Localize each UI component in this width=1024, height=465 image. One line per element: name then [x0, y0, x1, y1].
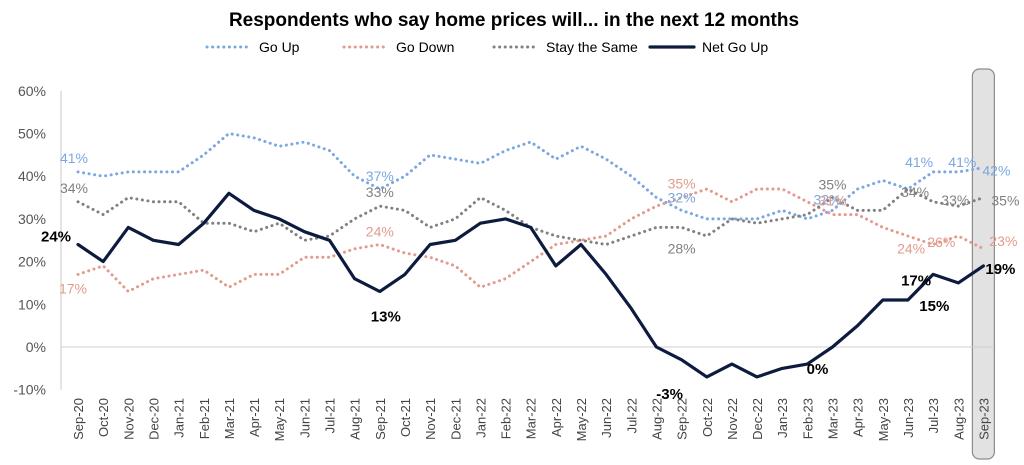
data-label: 26% — [927, 234, 955, 250]
data-label: 33% — [941, 192, 969, 208]
x-tick-label: Sep-22 — [675, 398, 690, 440]
legend-label-go-up: Go Up — [259, 39, 300, 55]
data-label: 17% — [901, 272, 931, 289]
data-label: 23% — [989, 233, 1017, 249]
x-tick-label: Feb-22 — [499, 398, 514, 439]
x-tick-label: Mar-22 — [524, 398, 539, 439]
x-tick-label: Jun-21 — [297, 398, 312, 438]
series-layer — [76, 132, 986, 379]
series-go-up-line — [76, 132, 985, 221]
series-net-go-up-line — [76, 191, 986, 379]
series-stay-the-same-line — [76, 187, 985, 246]
data-label: 19% — [985, 261, 1015, 278]
x-tick-label: Apr-21 — [247, 398, 262, 437]
data-label: 24% — [366, 224, 394, 240]
x-tick-label: Oct-21 — [398, 398, 413, 437]
x-tick-label: Sep-20 — [71, 398, 86, 440]
data-label: 37% — [366, 168, 394, 184]
data-label: 34% — [901, 184, 929, 200]
x-axis: Sep-20 Oct-20 Nov-20 Dec-20 Jan-21 Feb-21 Mar-… — [61, 346, 993, 441]
data-label: 17% — [59, 280, 87, 296]
x-tick-label: Nov-21 — [423, 398, 438, 440]
data-label: 42% — [982, 163, 1010, 179]
x-tick-label: Nov-20 — [121, 398, 136, 440]
x-tick-label: Jun-23 — [901, 398, 916, 438]
chart-title: Respondents who say home prices will... … — [229, 10, 799, 31]
x-tick-label: Feb-23 — [800, 398, 815, 439]
y-tick-label: 60% — [18, 83, 46, 99]
series-go-down-line — [76, 187, 985, 293]
data-label: 24% — [897, 241, 925, 257]
x-tick-label: Apr-22 — [549, 398, 564, 437]
y-tick-label: 30% — [18, 211, 46, 227]
y-tick-label: 40% — [18, 168, 46, 184]
x-tick-label: Sep-23 — [976, 398, 991, 440]
x-tick-label: Jul-22 — [624, 398, 639, 433]
x-tick-label: Dec-21 — [448, 398, 463, 440]
x-tick-label: Mar-23 — [826, 398, 841, 439]
x-tick-label: Sep-21 — [373, 398, 388, 440]
data-label: 32% — [668, 189, 696, 205]
x-tick-label: Oct-22 — [700, 398, 715, 437]
highlight-box — [971, 68, 996, 460]
data-label: 0% — [807, 361, 829, 378]
x-tick-label: Aug-22 — [649, 398, 664, 440]
x-tick-label: Jul-23 — [926, 398, 941, 433]
legend: Go Up Go Down Stay the Same Net Go Up — [205, 39, 768, 55]
legend-label-net-go-up: Net Go Up — [702, 39, 768, 55]
data-label: 41% — [60, 150, 88, 166]
y-tick-label: 0% — [26, 339, 46, 355]
x-tick-label: May-22 — [574, 398, 589, 441]
data-label: 34% — [60, 180, 88, 196]
x-tick-label: Aug-21 — [348, 398, 363, 440]
legend-label-stay-the-same: Stay the Same — [546, 39, 638, 55]
data-label: 35% — [991, 193, 1019, 209]
data-label: 15% — [919, 298, 949, 315]
x-tick-label: Dec-20 — [146, 398, 161, 440]
x-tick-label: Jan-23 — [775, 398, 790, 438]
data-labels: 41%37%32% 32%41% 41%42%17%24%35%31%24% 26% 2… — [41, 150, 1019, 403]
x-tick-label: May-23 — [876, 398, 891, 441]
data-label: 35% — [818, 177, 846, 193]
x-tick-label: Jan-22 — [473, 398, 488, 438]
data-label: 41% — [905, 154, 933, 170]
y-tick-label: 20% — [18, 254, 46, 270]
x-tick-label: Jul-21 — [323, 398, 338, 433]
legend-label-go-down: Go Down — [396, 39, 454, 55]
x-tick-label: Jan-21 — [172, 398, 187, 438]
x-tick-label: May-21 — [272, 398, 287, 441]
data-label: 31% — [818, 193, 846, 209]
y-tick-label: 50% — [18, 126, 46, 142]
data-label: -3% — [656, 386, 683, 403]
x-tick-label: Aug-23 — [951, 398, 966, 440]
x-tick-label: Feb-21 — [197, 398, 212, 439]
x-tick-label: Apr-23 — [851, 398, 866, 437]
data-label: 33% — [366, 184, 394, 200]
x-tick-label: Dec-22 — [750, 398, 765, 440]
y-axis: -10% 0% 10% 20% 30% 40% 50% 60% — [13, 83, 62, 398]
data-label: 24% — [41, 229, 71, 246]
data-label: 13% — [371, 309, 401, 326]
data-label: 35% — [668, 176, 696, 192]
x-tick-label: Jun-22 — [599, 398, 614, 438]
x-tick-label: Mar-21 — [222, 398, 237, 439]
data-label: 32% — [813, 191, 841, 207]
data-label: 41% — [948, 154, 976, 170]
x-tick-label: Nov-22 — [725, 398, 740, 440]
data-label: 28% — [668, 240, 696, 256]
y-tick-label: 10% — [18, 296, 46, 312]
x-tick-label: Oct-20 — [96, 398, 111, 437]
y-tick-label: -10% — [13, 382, 46, 398]
